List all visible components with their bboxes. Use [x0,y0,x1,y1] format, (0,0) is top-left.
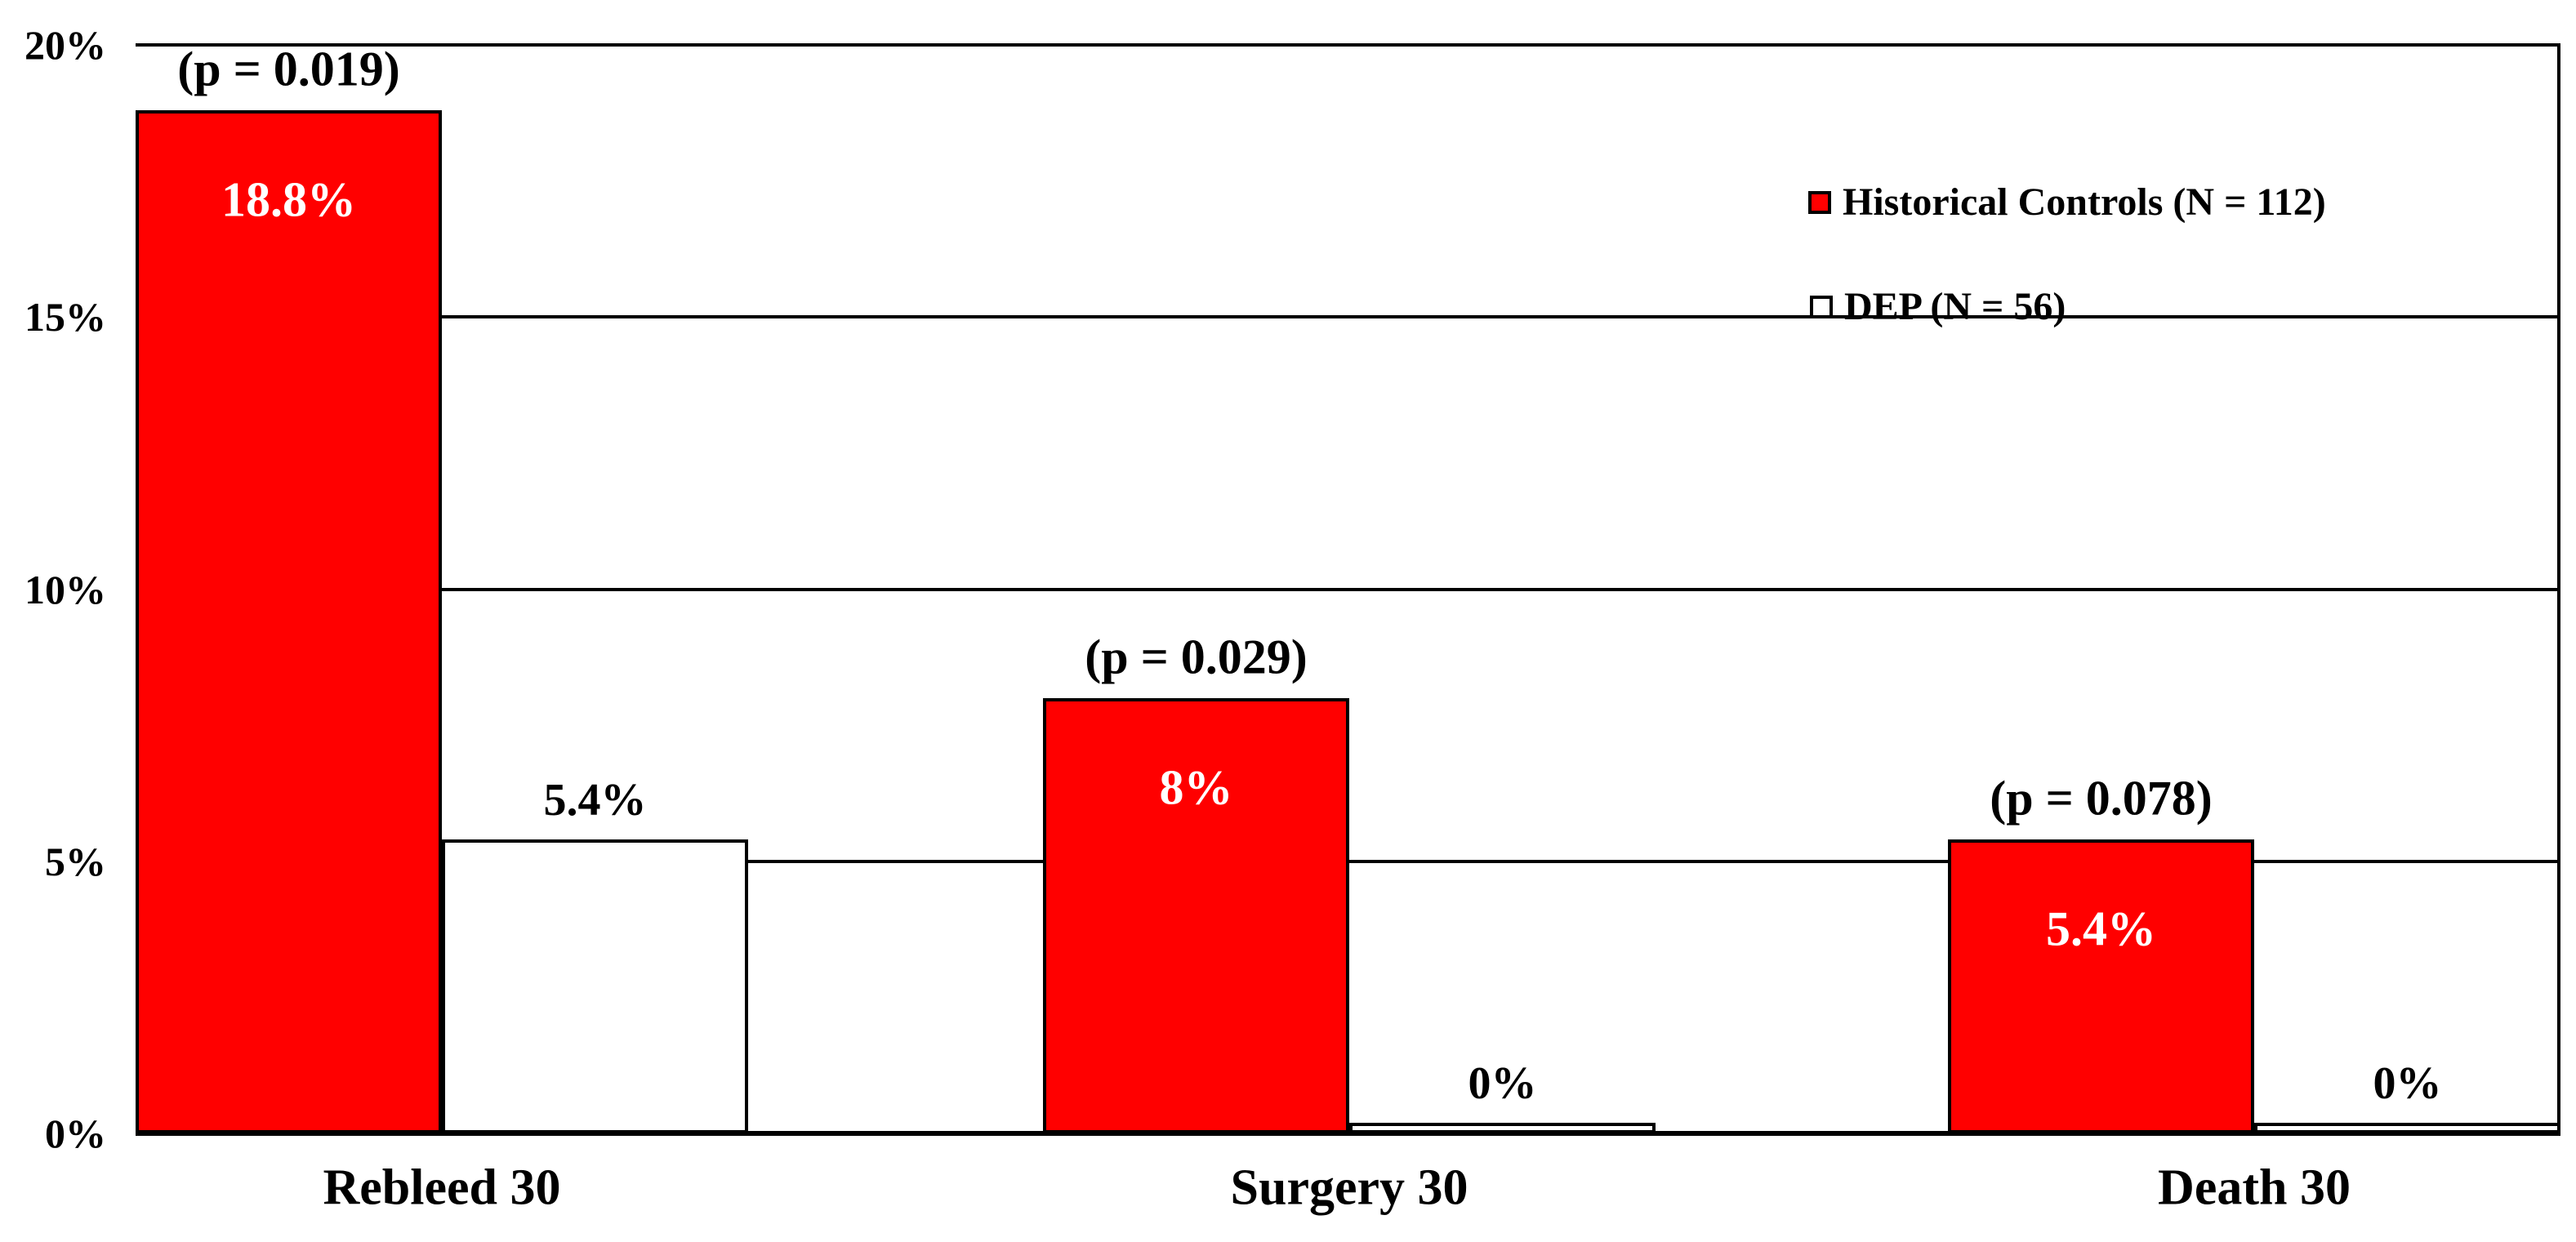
legend-label-historical-controls: Historical Controls (N = 112) [1843,180,2326,224]
legend-swatch-white-icon [1810,295,1833,318]
y-tick-label-15pct: 15% [25,294,106,341]
bar-dep-0 [442,839,748,1133]
y-tick-label-10pct: 10% [25,566,106,612]
y-tick-label-5pct: 5% [45,838,106,884]
x-axis-baseline [136,1131,2560,1136]
legend-item-dep: DEP (N = 56) [1810,284,2066,329]
value-label-historical-0: 18.8% [221,172,356,227]
value-label-historical-2: 5.4% [2046,901,2156,956]
value-label-dep-0: 5.4% [543,775,647,826]
gridline-10pct [136,587,2560,591]
category-label-0: Rebleed 30 [323,1160,561,1216]
bar-historical-2 [1948,839,2254,1133]
legend-swatch-red-icon [1808,190,1831,214]
plot-right-border [2557,45,2560,1133]
legend-label-dep: DEP (N = 56) [1844,285,2066,328]
p-value-label-2: (p = 0.078) [1990,771,2213,826]
p-value-label-0: (p = 0.019) [177,42,400,96]
category-label-2: Death 30 [2158,1160,2351,1216]
p-value-label-1: (p = 0.029) [1085,630,1308,684]
legend-item-historical-controls: Historical Controls (N = 112) [1808,180,2326,225]
gridline-15pct [136,315,2560,319]
y-tick-label-0pct: 0% [45,1111,106,1156]
value-label-dep-1: 0% [1468,1058,1537,1109]
gridline-20pct [136,43,2560,47]
category-label-1: Surgery 30 [1230,1160,1468,1216]
y-tick-label-20pct: 20% [25,22,106,68]
value-label-dep-2: 0% [2373,1058,2442,1109]
value-label-historical-1: 8% [1159,760,1233,815]
bar-historical-0 [136,109,442,1133]
